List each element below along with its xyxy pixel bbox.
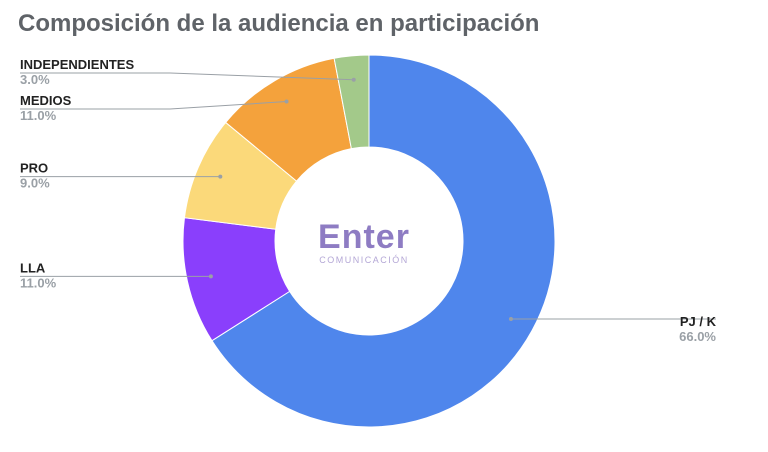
leader-lines-group [20,72,716,322]
slice-label-percent: 3.0% [20,72,50,87]
slice-label-percent: 9.0% [20,176,50,191]
leader-dot [284,99,289,104]
slice-label-percent: 11.0% [20,108,57,123]
slice-independientes [333,54,370,150]
center-logo: Enter COMUNICACIÓN [318,218,410,265]
leader-line [20,72,354,81]
slice-labels-group: PJ / K66.0%LLA11.0%PRO9.0%MEDIOS11.0%IND… [20,57,717,344]
leader-dot [218,174,223,179]
slice-label-percent: 11.0% [20,275,57,290]
slice-label-name: INDEPENDIENTES [20,57,134,72]
slices-group [182,54,556,428]
leader-dot [351,77,356,82]
chart-title: Composición de la audiencia en participa… [18,10,540,37]
slice-label-name: PJ / K [680,314,717,329]
slice-label-name: LLA [20,260,46,275]
slice-pj-k [211,54,556,428]
leader-dot [508,317,513,322]
center-logo-subtext: COMUNICACIÓN [319,255,409,265]
slice-label-name: PRO [20,161,48,176]
leader-line [20,101,287,110]
center-logo-text: Enter [318,218,410,256]
slice-label-percent: 66.0% [679,329,716,344]
slice-label-name: MEDIOS [20,93,72,108]
leader-dot [208,274,213,279]
